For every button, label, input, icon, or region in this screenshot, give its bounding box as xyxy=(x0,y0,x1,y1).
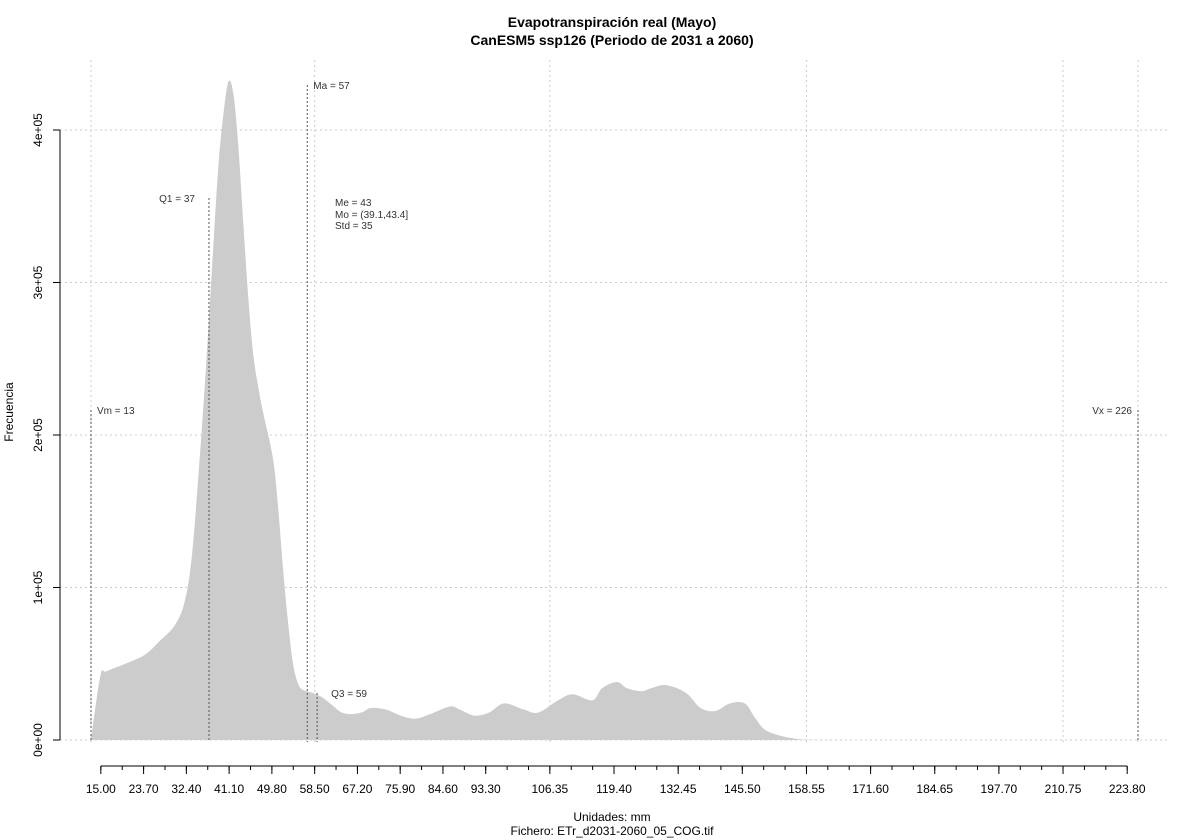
x-tick-label: 171.60 xyxy=(852,782,889,796)
axes: 15.00 23.70 32.40 41.10 49.80 58.50 67.20 75.90… xyxy=(31,113,1146,796)
chart-subtitle: CanESM5 ssp126 (Periodo de 2031 a 2060) xyxy=(470,32,753,48)
y-axis-label: Frecuencia xyxy=(2,382,16,442)
x-tick-label: 15.00 xyxy=(86,782,116,796)
vline-label-ma: Ma = 57 xyxy=(313,81,350,92)
x-axis-label: Unidades: mm xyxy=(573,810,650,824)
chart-title: Evapotranspiración real (Mayo) xyxy=(508,14,717,30)
y-tick-label: 1e+05 xyxy=(31,570,45,604)
density-area xyxy=(91,80,1129,740)
x-tick-label: 119.40 xyxy=(596,782,632,796)
stat-label-me: Me = 43 xyxy=(335,198,372,209)
y-tick-label: 3e+05 xyxy=(31,265,45,299)
x-tick-label: 132.45 xyxy=(660,782,697,796)
stat-label-mo: Mo = (39.1,43.4] xyxy=(335,210,408,221)
vline-label-q3: Q3 = 59 xyxy=(331,689,367,700)
x-tick-label: 223.80 xyxy=(1109,782,1146,796)
y-tick-label: 4e+05 xyxy=(31,113,45,147)
y-tick-label: 2e+05 xyxy=(31,418,45,452)
x-tick-label: 184.65 xyxy=(916,782,953,796)
stat-label-std: Std = 35 xyxy=(335,221,373,232)
x-tick-label: 106.35 xyxy=(532,782,569,796)
vline-label-q1: Q1 = 37 xyxy=(159,194,195,205)
density-curve xyxy=(91,80,1129,740)
x-tick-label: 23.70 xyxy=(129,782,159,796)
vline-label-vm: Vm = 13 xyxy=(97,406,135,417)
x-tick-label: 93.30 xyxy=(471,782,501,796)
x-tick-label: 210.75 xyxy=(1045,782,1082,796)
x-tick-label: 32.40 xyxy=(171,782,201,796)
x-tick-label: 67.20 xyxy=(342,782,372,796)
x-tick-label: 84.60 xyxy=(428,782,458,796)
x-tick-label: 197.70 xyxy=(981,782,1018,796)
caption: Fichero: ETr_d2031-2060_05_COG.tif xyxy=(511,824,715,838)
y-tick-label: 0e+00 xyxy=(31,723,45,757)
x-tick-label: 49.80 xyxy=(257,782,287,796)
vline-label-vx: Vx = 226 xyxy=(1092,406,1132,417)
x-tick-label: 145.50 xyxy=(724,782,761,796)
x-tick-label: 75.90 xyxy=(385,782,415,796)
x-tick-label: 158.55 xyxy=(788,782,825,796)
x-tick-label: 58.50 xyxy=(300,782,330,796)
reference-lines: Vm = 13 Vx = 226 Q1 = 37 Ma = 57 Q3 = 59 xyxy=(90,81,1139,742)
x-tick-label: 41.10 xyxy=(214,782,244,796)
